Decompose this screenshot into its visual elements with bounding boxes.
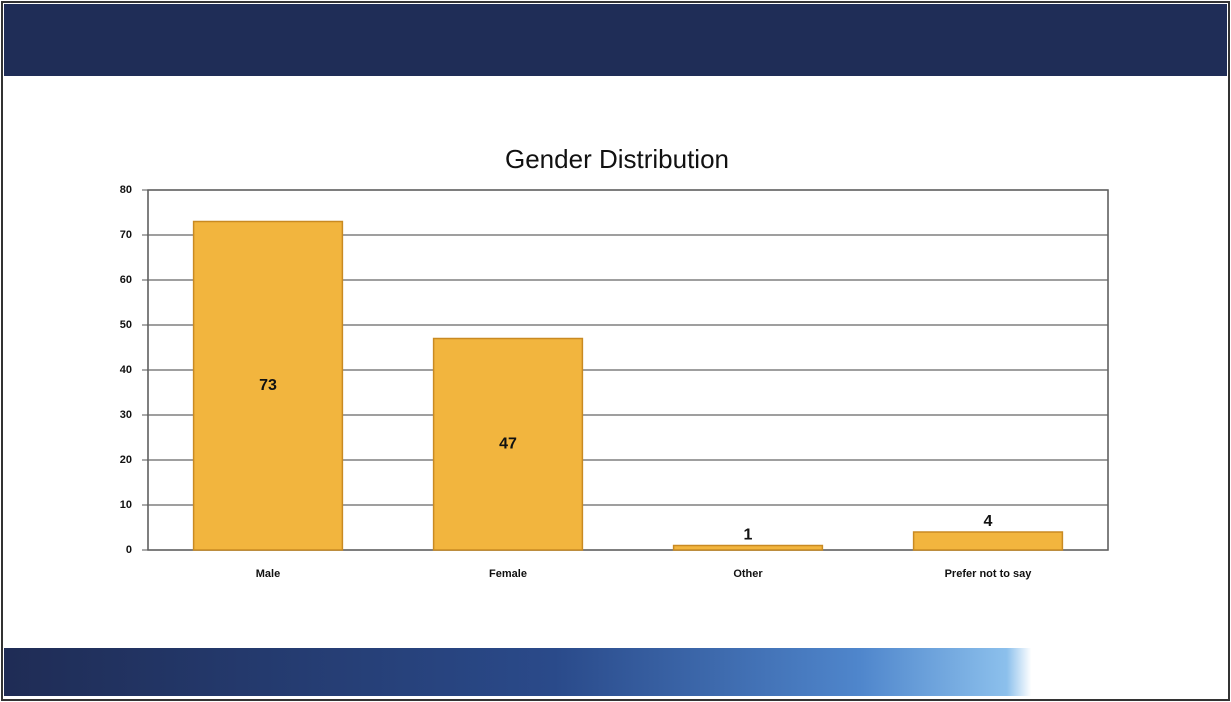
x-tick-label: Prefer not to say bbox=[945, 568, 1033, 580]
y-tick-label: 10 bbox=[120, 499, 132, 511]
bar bbox=[192, 220, 344, 551]
bar bbox=[912, 531, 1064, 551]
y-tick-label: 50 bbox=[120, 319, 132, 331]
x-tick-label: Other bbox=[733, 568, 763, 580]
data-label: 4 bbox=[984, 513, 993, 530]
y-tick-label: 60 bbox=[120, 274, 132, 286]
bar bbox=[432, 337, 584, 551]
data-label: 73 bbox=[259, 377, 277, 394]
footer-band bbox=[4, 648, 1227, 696]
y-tick-label: 20 bbox=[120, 454, 132, 466]
y-tick-label: 70 bbox=[120, 229, 132, 241]
y-tick-label: 30 bbox=[120, 409, 132, 421]
y-tick-label: 40 bbox=[120, 364, 132, 376]
x-tick-label: Female bbox=[489, 568, 527, 580]
y-tick-label: 80 bbox=[120, 184, 132, 196]
data-label: 1 bbox=[744, 527, 753, 544]
header-band bbox=[4, 4, 1227, 76]
y-tick-label: 0 bbox=[126, 544, 132, 556]
data-label: 47 bbox=[499, 435, 517, 452]
bar bbox=[672, 544, 824, 551]
chart-title: Gender Distribution bbox=[505, 144, 729, 174]
x-tick-label: Male bbox=[256, 568, 280, 580]
